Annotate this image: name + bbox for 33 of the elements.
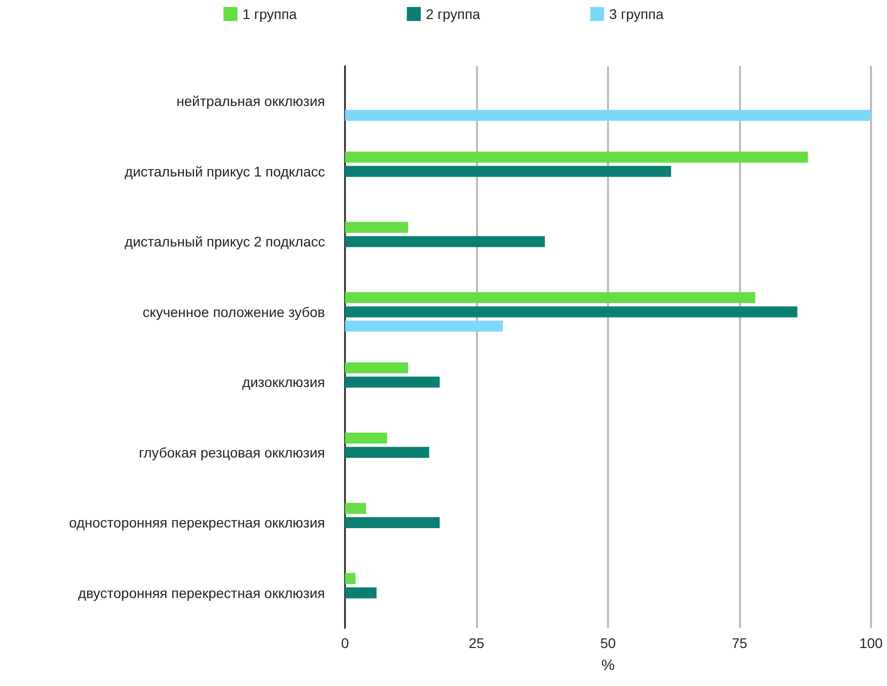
x-axis-title: % bbox=[601, 657, 615, 674]
y-tick-label: дизокклюзия bbox=[242, 374, 325, 390]
y-tick-label: нейтральная окклюзия bbox=[176, 93, 325, 110]
bar bbox=[345, 222, 408, 233]
bar bbox=[345, 573, 356, 584]
x-tick-label: 0 bbox=[341, 635, 350, 651]
x-tick-label: 25 bbox=[468, 635, 484, 651]
legend-label: 3 группа bbox=[609, 6, 664, 22]
bar bbox=[345, 362, 408, 374]
bar bbox=[345, 502, 366, 514]
bar bbox=[345, 320, 503, 332]
bar bbox=[345, 376, 440, 388]
bar bbox=[345, 306, 798, 318]
bar bbox=[345, 166, 672, 177]
bar bbox=[345, 292, 756, 304]
y-tick-label: дистальный прикус 1 подкласс bbox=[124, 163, 325, 180]
y-tick-label: односторонняя перекрестная окклюзия bbox=[68, 514, 325, 531]
bar bbox=[345, 110, 871, 121]
bar bbox=[345, 587, 377, 598]
legend-label: 2 группа bbox=[426, 6, 480, 22]
bar bbox=[345, 152, 808, 163]
bar bbox=[345, 517, 440, 528]
legend-label: 1 группа bbox=[242, 6, 298, 22]
y-tick-label: глубокая резцовая окклюзия bbox=[138, 444, 325, 460]
bar bbox=[345, 446, 430, 458]
y-tick-label: скученное положение зубов bbox=[142, 304, 325, 320]
bar bbox=[345, 432, 388, 444]
y-tick-label: двусторонняя перекрестная окклюзия bbox=[78, 584, 325, 601]
x-tick-label: 50 bbox=[600, 635, 616, 651]
bar bbox=[345, 236, 545, 248]
y-tick-label: дистальный прикус 2 подкласс bbox=[124, 234, 325, 250]
x-tick-label: 100 bbox=[859, 635, 883, 651]
x-tick-label: 75 bbox=[732, 635, 748, 651]
